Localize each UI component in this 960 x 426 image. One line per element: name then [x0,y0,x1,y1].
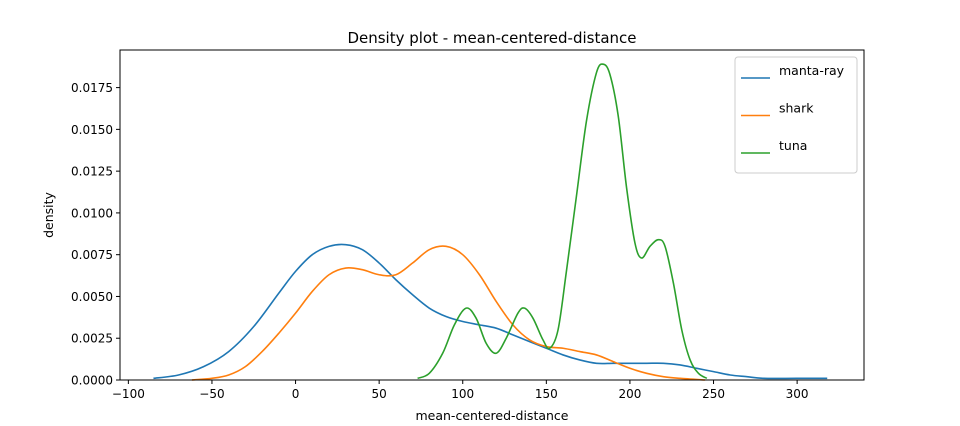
legend: manta-ray shark tuna [734,56,858,174]
legend-box [734,56,858,174]
plot-frame [119,49,865,381]
x-tick-label: −50 [199,387,224,401]
legend-label-manta-ray: manta-ray [779,63,845,78]
x-tick-label: 250 [702,387,725,401]
y-axis-label: density [41,191,56,237]
legend-label-tuna: tuna [779,138,807,153]
x-tick-label: 200 [618,387,641,401]
x-tick-label: 50 [372,387,387,401]
x-tick-label: 300 [786,387,809,401]
y-tick-label: 0.0075 [71,248,113,262]
y-tick-label: 0.0125 [71,165,113,179]
x-tick-label: 0 [292,387,300,401]
series-line-manta-ray [153,243,828,380]
legend-label-shark: shark [779,101,814,116]
x-axis: −100 −50 0 50 100 150 200 250 300 [112,380,809,401]
y-axis: 0.0000 0.0025 0.0050 0.0075 0.0100 0.0125 0.01… [71,81,120,388]
y-tick-label: 0.0150 [71,123,113,137]
y-tick-label: 0.0050 [71,290,113,304]
y-tick-label: 0.0100 [71,206,113,220]
x-tick-label: 100 [451,387,474,401]
x-tick-label: −100 [112,387,145,401]
x-axis-label: mean-centered-distance [415,408,568,423]
series-layer [153,63,828,381]
x-tick-label: 150 [535,387,558,401]
y-tick-label: 0.0175 [71,81,113,95]
y-tick-label: 0.0000 [71,374,113,388]
series-line-tuna [417,63,708,380]
chart-title: Density plot - mean-centered-distance [347,29,636,47]
series-line-shark [191,245,706,381]
y-tick-label: 0.0025 [71,332,113,346]
